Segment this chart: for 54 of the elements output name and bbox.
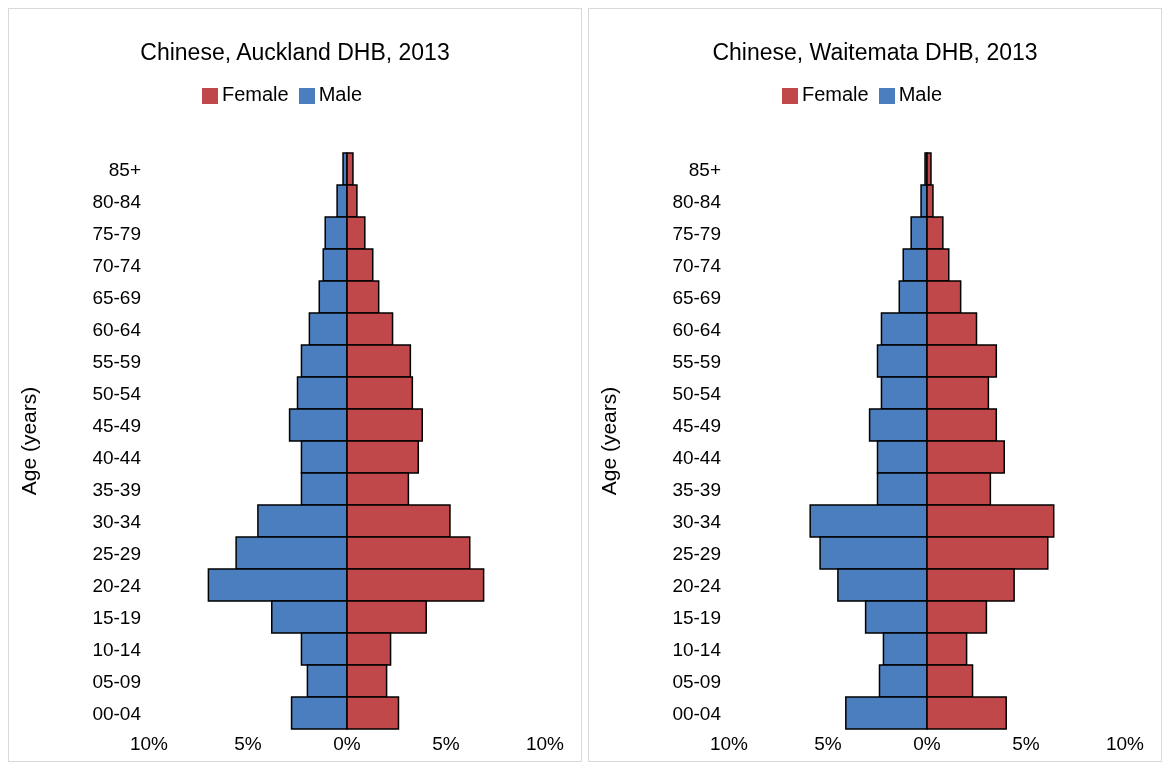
legend-label: Male — [318, 83, 363, 105]
chart-title: Chinese, Auckland DHB, 2013 — [139, 39, 451, 67]
y-tick-label: 40-44 — [672, 446, 722, 468]
y-tick-label: 75-79 — [672, 222, 721, 244]
y-tick-label: 00-04 — [92, 702, 142, 724]
y-tick-label: 65-69 — [92, 286, 141, 308]
y-tick-label: 15-19 — [92, 606, 141, 628]
y-tick-label: 85+ — [688, 158, 721, 180]
y-tick-label: 55-59 — [92, 350, 141, 372]
y-tick-label: 85+ — [108, 158, 141, 180]
y-tick-label: 70-74 — [672, 254, 722, 276]
y-tick-label: 10-14 — [672, 638, 722, 660]
y-tick-label: 65-69 — [672, 286, 721, 308]
y-tick-label: 35-39 — [672, 478, 721, 500]
y-tick-label: 00-04 — [672, 702, 722, 724]
y-tick-label: 05-09 — [92, 670, 141, 692]
x-tick-label: 10% — [709, 733, 749, 755]
y-tick-label: 60-64 — [92, 318, 142, 340]
y-tick-label: 20-24 — [92, 574, 142, 596]
y-tick-label: 55-59 — [672, 350, 721, 372]
y-tick-label: 25-29 — [672, 542, 721, 564]
x-tick-label: 5% — [814, 733, 842, 755]
legend-label: Female — [221, 83, 289, 105]
y-axis-title: Age (years) — [17, 386, 41, 496]
legend-label: Female — [801, 83, 869, 105]
x-tick-label: 5% — [234, 733, 262, 755]
x-tick-label: 0% — [333, 733, 361, 755]
y-tick-label: 75-79 — [92, 222, 141, 244]
y-tick-label: 80-84 — [92, 190, 142, 212]
y-tick-label: 15-19 — [672, 606, 721, 628]
x-tick-label: 5% — [1012, 733, 1040, 755]
y-tick-label: 60-64 — [672, 318, 722, 340]
x-tick-label: 10% — [1105, 733, 1145, 755]
y-tick-label: 40-44 — [92, 446, 142, 468]
x-tick-label: 5% — [432, 733, 460, 755]
y-axis-title: Age (years) — [597, 386, 621, 496]
y-tick-label: 50-54 — [672, 382, 722, 404]
y-tick-label: 45-49 — [92, 414, 141, 436]
x-tick-label: 0% — [913, 733, 941, 755]
y-tick-label: 20-24 — [672, 574, 722, 596]
x-tick-label: 10% — [525, 733, 565, 755]
y-tick-label: 30-34 — [672, 510, 722, 532]
y-tick-label: 05-09 — [672, 670, 721, 692]
y-tick-label: 35-39 — [92, 478, 141, 500]
y-tick-label: 10-14 — [92, 638, 142, 660]
legend-label: Male — [898, 83, 943, 105]
chart-title: Chinese, Waitemata DHB, 2013 — [711, 39, 1039, 67]
y-tick-label: 30-34 — [92, 510, 142, 532]
y-tick-label: 80-84 — [672, 190, 722, 212]
y-tick-label: 70-74 — [92, 254, 142, 276]
y-tick-label: 25-29 — [92, 542, 141, 564]
y-tick-label: 45-49 — [672, 414, 721, 436]
x-tick-label: 10% — [129, 733, 169, 755]
y-tick-label: 50-54 — [92, 382, 142, 404]
